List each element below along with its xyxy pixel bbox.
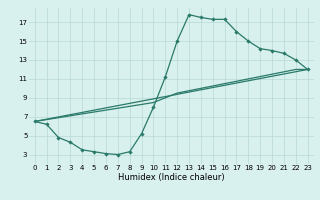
X-axis label: Humidex (Indice chaleur): Humidex (Indice chaleur) [118,173,225,182]
